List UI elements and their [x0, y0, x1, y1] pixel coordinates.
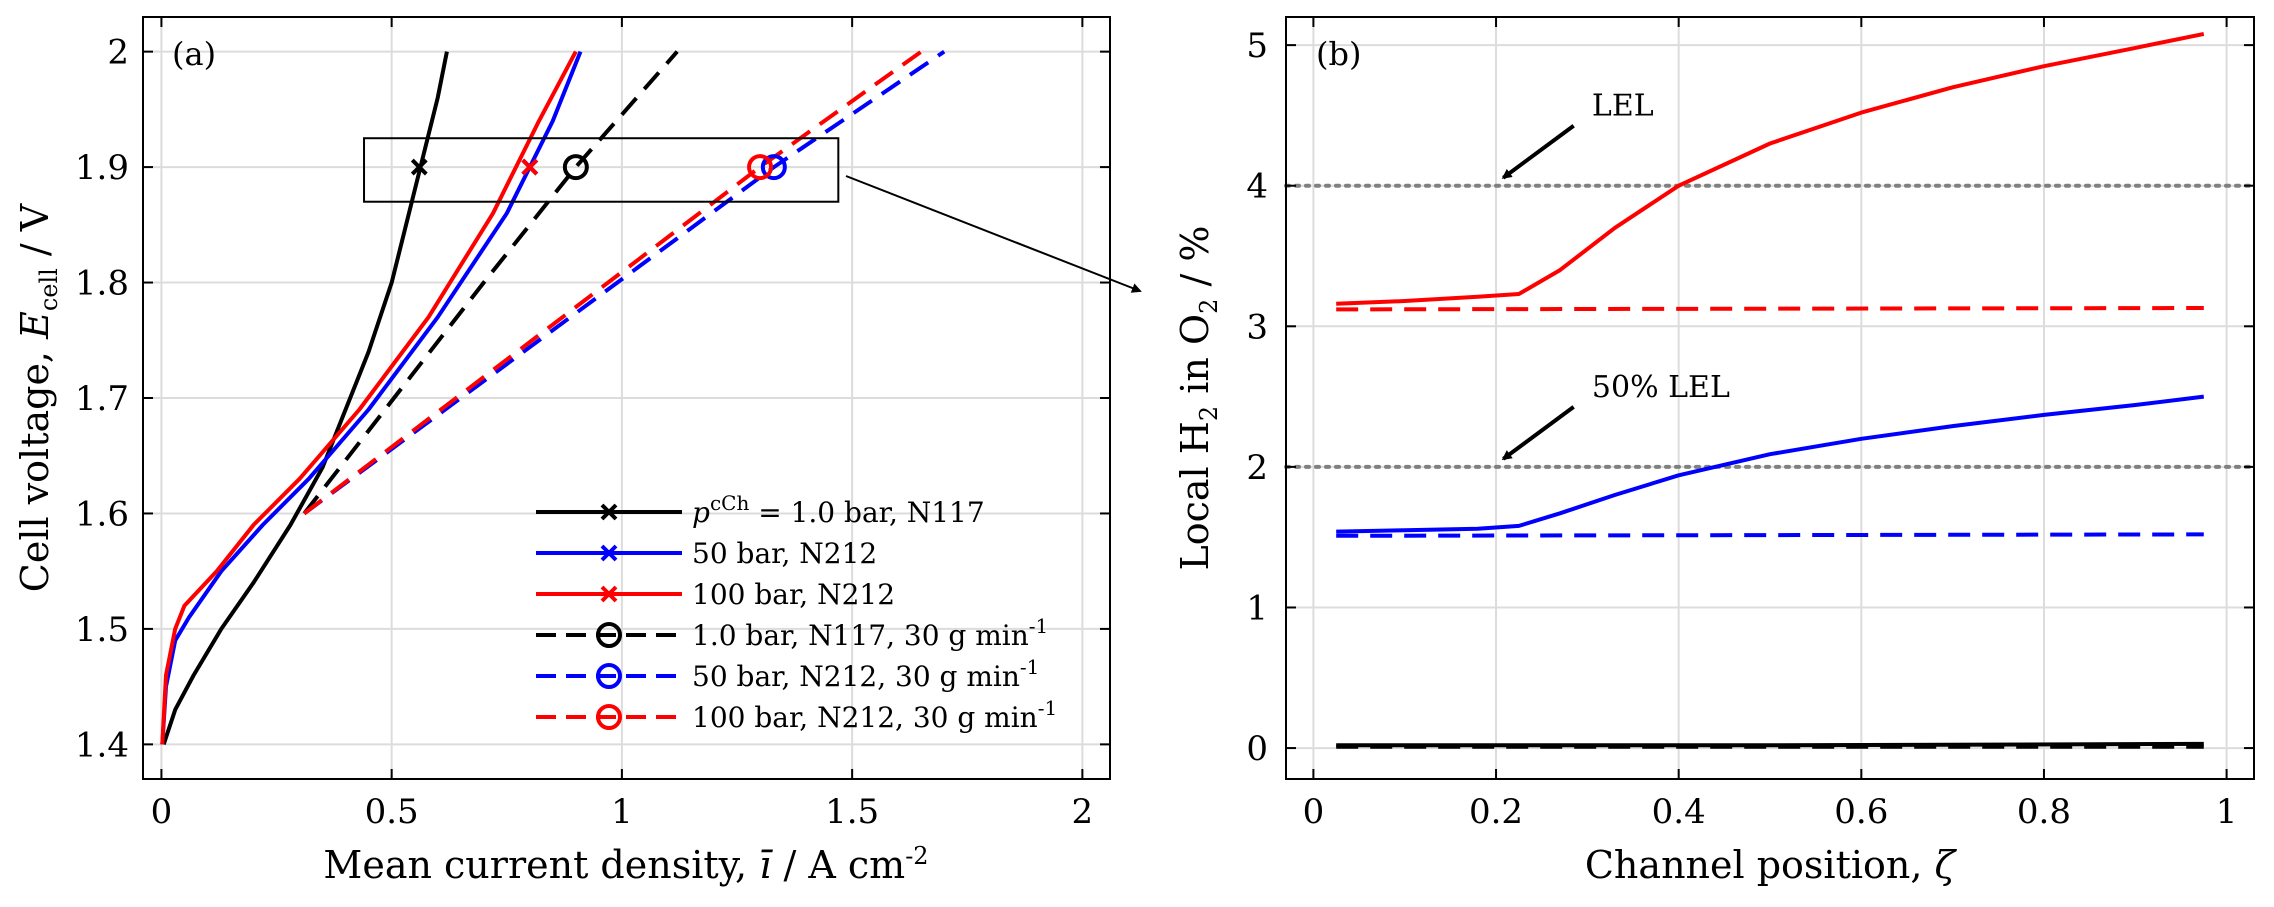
x-tick-label: 1	[2216, 792, 2238, 832]
panel-a-legend: pcCh = 1.0 bar, N117 50 bar, N212 100 bar,…	[536, 491, 1057, 734]
legend-marker-5	[596, 704, 622, 730]
series-line-5	[302, 49, 923, 516]
y-tick-label: 1	[1246, 588, 1268, 628]
panel-b-chart: 0 0.2 0.4 0.6 0.8 1 0 1 2 3 4 5 (b) Channel positio…	[1173, 16, 2256, 887]
panel-a-zoom-box	[363, 137, 840, 203]
panel-b-axes-box	[1285, 16, 2255, 780]
y-tick-label: 1.6	[75, 494, 129, 534]
series-marker-3	[562, 154, 589, 181]
y-tick-label: 1.4	[75, 725, 129, 765]
panel-b-grid	[1286, 17, 2254, 779]
x-tick-label: 0	[1303, 792, 1325, 832]
series-marker-4	[760, 154, 787, 181]
series-marker-5	[747, 154, 774, 181]
series-line-3	[302, 50, 679, 515]
x-tick-label: 0.8	[2017, 792, 2071, 832]
panel-a-ticks: 0 0.5 1 1.5 2 1.4 1.5 1.6 1.7 1.8 1.9 2	[75, 17, 1110, 832]
series-line-1	[160, 50, 583, 745]
y-tick-label: 0	[1246, 729, 1268, 769]
panel-b-xlabel: Channel position, ζ	[1585, 843, 1958, 887]
legend-label-2: 100 bar, N212	[692, 578, 895, 611]
panel-a-label: (a)	[172, 35, 216, 73]
legend-marker-1	[600, 544, 618, 562]
x-tick-label: 0.5	[365, 792, 419, 832]
legend-label-4: 50 bar, N212, 30 g min-1	[692, 655, 1039, 693]
b-series-line-4	[1336, 741, 2204, 748]
y-tick-label: 1.7	[75, 379, 129, 419]
x-tick-label: 1.5	[825, 792, 879, 832]
series-line-2	[160, 50, 578, 745]
panel-b-annotations: LEL 50% LEL	[1501, 89, 1730, 461]
x-tick-label: 1	[611, 792, 633, 832]
panel-b-label: (b)	[1316, 35, 1361, 73]
series-marker-2	[521, 158, 539, 176]
legend-label-0: pcCh = 1.0 bar, N117	[692, 491, 985, 529]
legend-label-3: 1.0 bar, N117, 30 g min-1	[692, 614, 1048, 652]
legend-marker-2	[600, 585, 618, 603]
y-tick-label: 5	[1246, 26, 1268, 66]
legend-label-5: 100 bar, N212, 30 g min-1	[692, 696, 1057, 734]
x-tick-label: 2	[1072, 792, 1094, 832]
x-tick-label: 0.2	[1469, 792, 1523, 832]
reference-label-0: LEL	[1592, 89, 1654, 124]
panel-b-ticks: 0 0.2 0.4 0.6 0.8 1 0 1 2 3 4 5	[1246, 17, 2254, 832]
panel-a-xlabel: Mean current density, ī / A cm-2	[323, 842, 928, 887]
panel-a-series	[160, 49, 946, 746]
panel-a-markers	[410, 154, 787, 181]
reference-arrow-0	[1501, 124, 1575, 180]
y-tick-label: 1.8	[75, 264, 129, 304]
panel-a-chart: 0 0.5 1 1.5 2 1.4 1.5 1.6 1.7 1.8 1.9 2 (a) Mean cu…	[13, 16, 1142, 887]
legend-marker-0	[600, 503, 618, 521]
panel-a-ylabel: Cell voltage, Ecell / V	[13, 203, 63, 592]
y-tick-label: 1.9	[75, 148, 129, 188]
b-series-line-1	[1336, 306, 2204, 312]
reference-label-1: 50% LEL	[1592, 370, 1730, 405]
b-series-line-0	[1336, 31, 2205, 306]
zoom-arrow	[845, 175, 1142, 293]
y-tick-label: 3	[1246, 307, 1268, 347]
x-tick-label: 0	[151, 792, 173, 832]
panel-a-grid	[143, 17, 1110, 779]
panel-b-reference-lines	[1284, 183, 2256, 469]
x-tick-label: 0.6	[1834, 792, 1888, 832]
legend-marker-4	[596, 663, 622, 689]
panel-b-ylabel: Local H2 in O2 / %	[1173, 225, 1223, 570]
b-series-line-3	[1336, 532, 2204, 538]
y-tick-label: 2	[1246, 448, 1268, 488]
y-tick-label: 1.5	[75, 610, 129, 650]
b-series-line-2	[1336, 394, 2205, 534]
x-tick-label: 0.4	[1652, 792, 1706, 832]
legend-label-1: 50 bar, N212	[692, 537, 877, 570]
series-line-0	[161, 51, 449, 746]
series-line-4	[303, 49, 946, 516]
legend-marker-3	[596, 622, 622, 648]
y-tick-label: 2	[107, 33, 129, 73]
series-marker-0	[410, 158, 428, 176]
panel-b-series	[1336, 31, 2205, 749]
reference-arrow-1	[1501, 405, 1575, 461]
y-tick-label: 4	[1246, 167, 1268, 207]
